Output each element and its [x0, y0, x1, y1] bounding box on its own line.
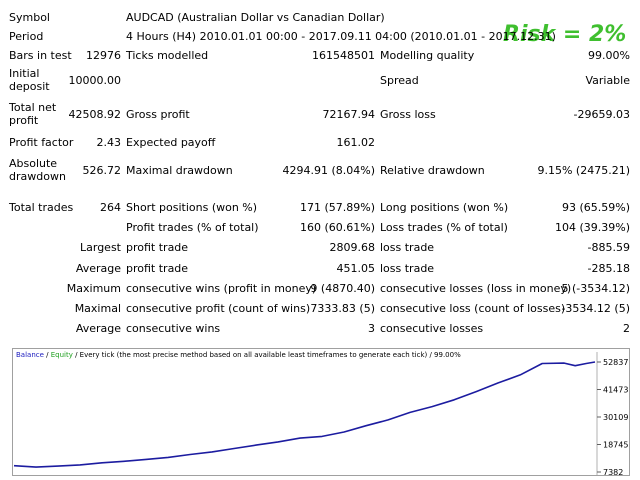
risk-label: Risk = 2% [503, 22, 627, 47]
initial-deposit-label-line2: deposit [9, 80, 50, 93]
max-consecutive-losses-value: 5 (-3534.12) [561, 282, 630, 295]
caption-separator: / [43, 351, 51, 359]
average-consecutive-label: Average [75, 322, 121, 335]
total-net-profit-label-line2: profit [9, 114, 39, 127]
total-net-profit-label-line1: Total net [9, 101, 57, 114]
absolute-drawdown-value: 526.72 [82, 164, 122, 177]
gross-loss-value: -29659.03 [573, 108, 630, 121]
absolute-drawdown-label-line2: drawdown [9, 170, 66, 183]
gross-profit-label: Gross profit [126, 108, 190, 121]
average-loss-trade-label: loss trade [380, 262, 435, 275]
maximal-consecutive-loss-label: consecutive loss (count of losses) [380, 302, 566, 315]
total-net-profit-value: 42508.92 [68, 108, 122, 121]
largest-profit-trade-label: profit trade [126, 241, 189, 254]
average-consecutive-wins-value: 3 [368, 322, 375, 335]
spread-label: Spread [380, 74, 419, 87]
maximal-consecutive-loss-value: -3534.12 (5) [561, 302, 630, 315]
average-profit-trade-label: profit trade [126, 262, 189, 275]
bars-in-test-value: 12976 [86, 49, 121, 62]
symbol-value: AUDCAD (Australian Dollar vs Canadian Do… [126, 11, 385, 24]
balance-chart-frame [12, 348, 630, 476]
modelling-quality-value: 99.00% [588, 49, 630, 62]
max-consecutive-losses-label: consecutive losses (loss in money) [380, 282, 572, 295]
max-consecutive-wins-label: consecutive wins (profit in money) [126, 282, 317, 295]
absolute-drawdown-label-line1: Absolute [9, 157, 58, 170]
long-positions-value: 93 (65.59%) [561, 201, 630, 214]
short-positions-label: Short positions (won %) [126, 201, 258, 214]
average-label: Average [75, 262, 121, 275]
maximal-consecutive-profit-value: 7333.83 (5) [310, 302, 375, 315]
average-consecutive-wins-label: consecutive wins [126, 322, 221, 335]
average-consecutive-losses-label: consecutive losses [380, 322, 484, 335]
profit-factor-label: Profit factor [9, 136, 74, 149]
modelling-quality-label: Modelling quality [380, 49, 475, 62]
gross-loss-label: Gross loss [380, 108, 436, 121]
relative-drawdown-label: Relative drawdown [380, 164, 485, 177]
profit-trades-label: Profit trades (% of total) [126, 221, 259, 234]
profit-trades-value: 160 (60.61%) [299, 221, 375, 234]
chart-caption: Balance / Equity / Every tick (the most … [16, 351, 461, 360]
gross-profit-value: 72167.94 [322, 108, 376, 121]
symbol-label: Symbol [9, 11, 50, 24]
period-value: 4 Hours (H4) 2010.01.01 00:00 - 2017.09.… [126, 30, 556, 43]
maximum-label: Maximum [66, 282, 121, 295]
largest-loss-trade-label: loss trade [380, 241, 435, 254]
largest-label: Largest [80, 241, 121, 254]
period-label: Period [9, 30, 44, 43]
initial-deposit-value: 10000.00 [68, 74, 122, 87]
maximal-drawdown-label: Maximal drawdown [126, 164, 233, 177]
y-tick-label: 30109 [603, 413, 628, 422]
maximal-drawdown-value: 4294.91 (8.04%) [282, 164, 375, 177]
profit-factor-value: 2.43 [96, 136, 122, 149]
y-tick-label: 52837 [603, 358, 628, 367]
maximal-label: Maximal [74, 302, 121, 315]
y-tick-label: 18745 [603, 441, 628, 450]
spread-value: Variable [585, 74, 630, 87]
relative-drawdown-value: 9.15% (2475.21) [537, 164, 630, 177]
y-tick-label: 7382 [603, 468, 623, 477]
bars-in-test-label: Bars in test [9, 49, 72, 62]
max-consecutive-wins-value: 9 (4870.40) [310, 282, 375, 295]
balance-series-line [13, 361, 596, 468]
loss-trades-label: Loss trades (% of total) [380, 221, 508, 234]
caption-balance: Balance [16, 351, 44, 359]
largest-profit-trade-value: 2809.68 [329, 241, 376, 254]
short-positions-value: 171 (57.89%) [299, 201, 375, 214]
average-consecutive-losses-value: 2 [623, 322, 630, 335]
expected-payoff-label: Expected payoff [126, 136, 216, 149]
caption-rest: / Every tick (the most precise method ba… [72, 351, 461, 359]
average-profit-trade-value: 451.05 [336, 262, 376, 275]
total-trades-value: 264 [100, 201, 121, 214]
average-loss-trade-value: -285.18 [587, 262, 630, 275]
total-trades-label: Total trades [9, 201, 74, 214]
maximal-consecutive-profit-label: consecutive profit (count of wins) [126, 302, 311, 315]
caption-equity: Equity [50, 351, 73, 359]
largest-loss-trade-value: -885.59 [587, 241, 630, 254]
loss-trades-value: 104 (39.39%) [554, 221, 630, 234]
ticks-modelled-value: 161548501 [312, 49, 375, 62]
long-positions-label: Long positions (won %) [380, 201, 509, 214]
ticks-modelled-label: Ticks modelled [126, 49, 209, 62]
expected-payoff-value: 161.02 [336, 136, 376, 149]
initial-deposit-label-line1: Initial [9, 67, 40, 80]
y-tick-label: 41473 [603, 386, 628, 395]
